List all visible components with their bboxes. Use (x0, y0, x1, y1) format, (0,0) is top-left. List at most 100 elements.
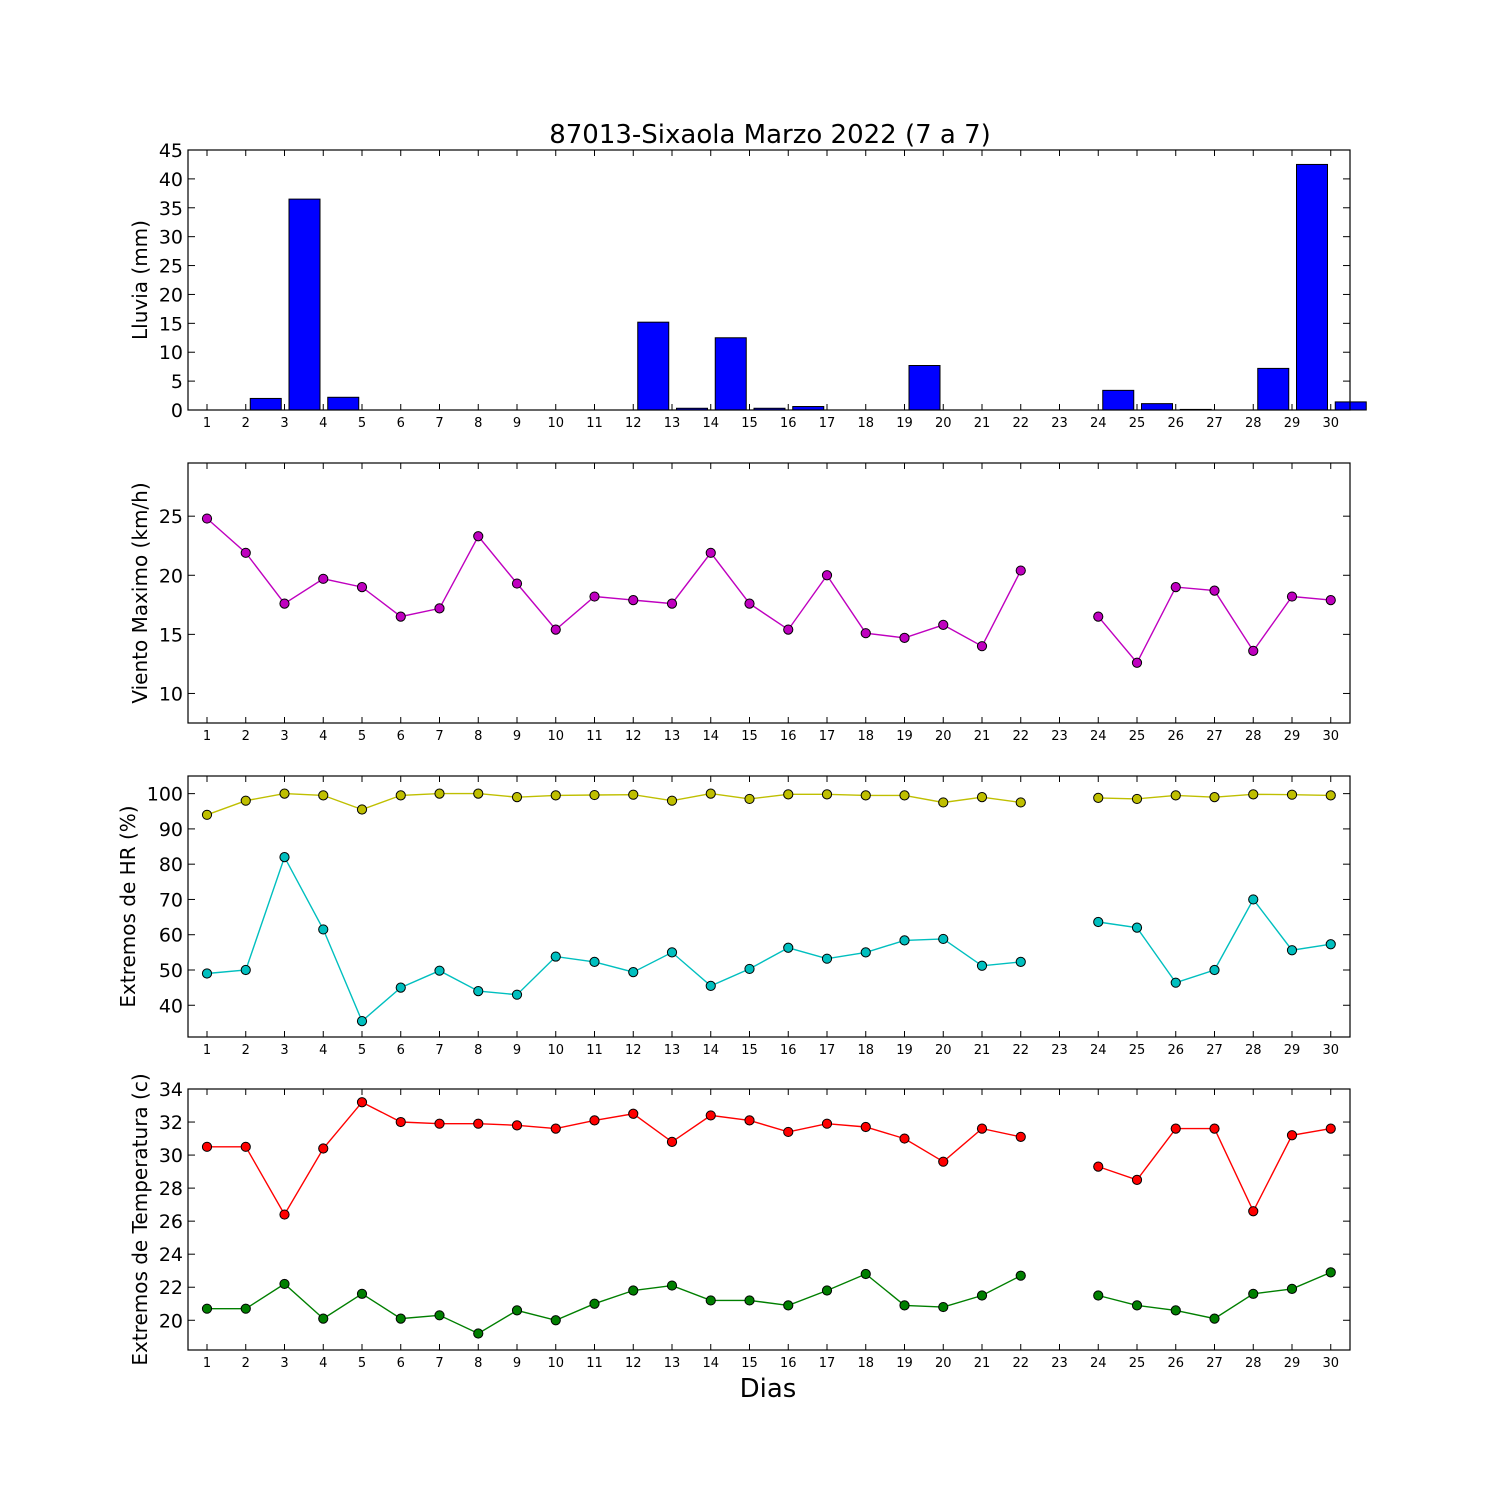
x-tick-label: 29 (1284, 1356, 1301, 1371)
x-tick-label: 27 (1206, 729, 1223, 744)
data-point (201, 513, 213, 524)
data-point (1248, 645, 1259, 657)
x-tick-label: 15 (741, 1043, 758, 1058)
data-point (1286, 1283, 1298, 1294)
x-tick-label: 4 (319, 416, 327, 431)
x-tick-label: 2 (242, 729, 250, 744)
data-point (589, 1115, 600, 1126)
data-point (1093, 916, 1104, 928)
x-tick-label: 11 (586, 729, 603, 744)
x-tick-label: 20 (935, 1356, 952, 1371)
x-tick-label: 20 (935, 1043, 952, 1058)
data-point (1325, 790, 1336, 801)
x-tick-label: 28 (1245, 1356, 1262, 1371)
x-tick-label: 13 (664, 1356, 681, 1371)
x-tick-label: 18 (857, 1356, 874, 1371)
data-point (744, 963, 755, 975)
data-point (860, 628, 871, 639)
figure-title: 87013-Sixaola Marzo 2022 (7 a 7) (549, 120, 991, 150)
x-tick-label: 28 (1245, 729, 1262, 744)
x-tick-label: 1 (203, 416, 211, 431)
rain-bar (714, 337, 747, 411)
data-point (511, 1305, 523, 1316)
x-tick-label: 18 (857, 729, 874, 744)
x-tick-label: 30 (1322, 1043, 1339, 1058)
y-tick-label: 25 (159, 506, 183, 528)
x-tick-label: 19 (896, 1356, 913, 1371)
data-point (550, 951, 561, 962)
series-line-1 (207, 1101, 1021, 1216)
y-tick-label: 25 (159, 256, 183, 278)
data-point (860, 1121, 871, 1133)
data-point (938, 797, 949, 808)
data-point (628, 594, 639, 606)
y-tick-label: 24 (159, 1244, 183, 1266)
data-point (628, 789, 639, 800)
data-point (473, 531, 484, 542)
data-point (821, 570, 833, 581)
data-point (473, 1328, 484, 1339)
x-tick-label: 14 (702, 416, 719, 431)
x-tick-label: 18 (857, 1043, 874, 1058)
data-point (783, 942, 794, 953)
x-tick-label: 27 (1206, 1356, 1223, 1371)
x-tick-label: 20 (935, 729, 952, 744)
x-tick-label: 13 (664, 416, 681, 431)
data-point (395, 790, 406, 801)
data-point (240, 795, 251, 806)
x-tick-label: 3 (280, 729, 288, 744)
x-tick-label: 23 (1051, 729, 1068, 744)
x-tick-label: 19 (896, 729, 913, 744)
x-tick-label: 8 (474, 1043, 482, 1058)
data-point (1170, 1305, 1181, 1316)
y-tick-label: 40 (159, 169, 183, 191)
x-tick-label: 17 (819, 1356, 836, 1371)
x-tick-label: 11 (586, 1356, 603, 1371)
x-tick-label: 9 (513, 1043, 521, 1058)
data-point (1286, 945, 1298, 956)
x-tick-label: 24 (1090, 416, 1107, 431)
data-point (821, 1118, 833, 1129)
y-tick-label: 60 (159, 925, 183, 947)
data-point (240, 1303, 251, 1314)
x-tick-label: 13 (664, 1043, 681, 1058)
data-point (976, 1290, 988, 1301)
x-tick-label: 15 (741, 416, 758, 431)
data-point (1093, 1161, 1104, 1172)
x-tick-label: 13 (664, 729, 681, 744)
data-point (473, 1118, 484, 1129)
data-point (860, 947, 871, 958)
x-tick-label: 15 (741, 729, 758, 744)
data-point (1015, 565, 1026, 576)
x-tick-label: 21 (974, 1356, 991, 1371)
x-tick-label: 19 (896, 416, 913, 431)
data-point (783, 1126, 794, 1138)
data-point (240, 1141, 251, 1152)
data-point (318, 573, 329, 584)
x-tick-label: 28 (1245, 1043, 1262, 1058)
data-point (1325, 594, 1336, 606)
data-point (1248, 894, 1259, 905)
data-point (1093, 611, 1104, 622)
data-point (1209, 1313, 1220, 1324)
plot-frame (187, 775, 1351, 1038)
y-tick-label: 45 (159, 140, 183, 162)
y-tick-label: 20 (159, 284, 183, 306)
rain-bar (1102, 389, 1135, 411)
x-tick-label: 6 (397, 1043, 405, 1058)
x-tick-label: 26 (1167, 416, 1184, 431)
y-tick-label: 40 (159, 995, 183, 1017)
series-line-2 (206, 855, 1021, 1023)
data-point (1093, 792, 1104, 803)
data-point (666, 795, 678, 806)
x-tick-label: 12 (625, 416, 642, 431)
x-tick-label: 10 (547, 416, 564, 431)
x-tick-label: 2 (242, 1356, 250, 1371)
data-point (1131, 657, 1143, 668)
x-tick-label: 21 (974, 416, 991, 431)
x-tick-label: 14 (702, 1043, 719, 1058)
data-point (1131, 1174, 1143, 1185)
x-tick-label: 28 (1245, 416, 1262, 431)
y-axis-label: Lluvia (mm) (128, 220, 152, 340)
